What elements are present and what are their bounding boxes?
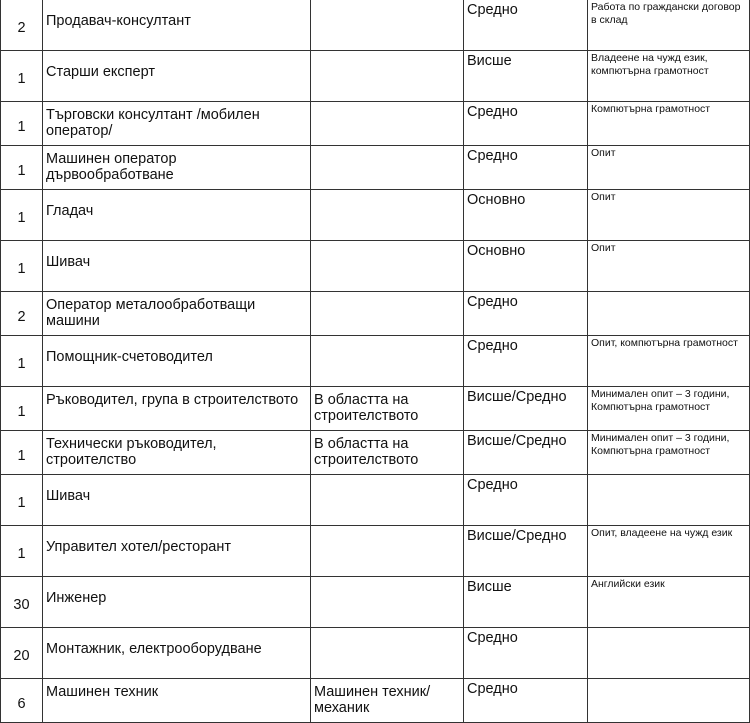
position-cell: Технически ръководител, строителство bbox=[42, 430, 311, 475]
requirements-cell: Минимален опит – 3 години, Компютърна гр… bbox=[587, 386, 750, 431]
count-cell: 30 bbox=[0, 576, 43, 628]
count-cell: 2 bbox=[0, 291, 43, 336]
education-cell: Средно bbox=[463, 335, 588, 387]
table-row: 1 Търговски консултант /мобилен оператор/… bbox=[0, 101, 750, 146]
education-cell: Висше/Средно bbox=[463, 386, 588, 431]
requirements-cell bbox=[587, 627, 750, 679]
position-cell: Шивач bbox=[42, 474, 311, 526]
position-cell: Помощник-счетоводител bbox=[42, 335, 311, 387]
education-cell: Средно bbox=[463, 291, 588, 336]
position-cell: Старши експерт bbox=[42, 50, 311, 102]
count-cell: 1 bbox=[0, 101, 43, 146]
requirements-cell: Владеене на чужд език, компютърна грамот… bbox=[587, 50, 750, 102]
count-cell: 1 bbox=[0, 386, 43, 431]
specialty-cell: В областта на строителството bbox=[310, 430, 464, 475]
requirements-cell: Компютърна грамотност bbox=[587, 101, 750, 146]
requirements-cell: Минимален опит – 3 години, Компютърна гр… bbox=[587, 430, 750, 475]
education-cell: Основно bbox=[463, 240, 588, 292]
specialty-cell bbox=[310, 291, 464, 336]
requirements-cell: Опит bbox=[587, 189, 750, 241]
specialty-cell bbox=[310, 101, 464, 146]
count-cell: 1 bbox=[0, 240, 43, 292]
count-cell: 1 bbox=[0, 145, 43, 190]
education-cell: Средно bbox=[463, 627, 588, 679]
position-cell: Търговски консултант /мобилен оператор/ bbox=[42, 101, 311, 146]
table-row: 1 Управител хотел/ресторант Висше/Средно Оп… bbox=[0, 525, 750, 577]
education-cell: Висше bbox=[463, 576, 588, 628]
table-row: 2 Оператор металообработващи машини Средно bbox=[0, 291, 750, 336]
requirements-cell: Английски език bbox=[587, 576, 750, 628]
specialty-cell bbox=[310, 474, 464, 526]
education-cell: Средно bbox=[463, 678, 588, 723]
position-cell: Управител хотел/ресторант bbox=[42, 525, 311, 577]
requirements-cell: Опит bbox=[587, 240, 750, 292]
count-cell: 20 bbox=[0, 627, 43, 679]
position-cell: Машинен оператор дървообработване bbox=[42, 145, 311, 190]
education-cell: Висше/Средно bbox=[463, 430, 588, 475]
education-cell: Основно bbox=[463, 189, 588, 241]
position-cell: Монтажник, електрооборудване bbox=[42, 627, 311, 679]
education-cell: Средно bbox=[463, 101, 588, 146]
count-cell: 1 bbox=[0, 335, 43, 387]
education-cell: Висше bbox=[463, 50, 588, 102]
count-cell: 6 bbox=[0, 678, 43, 723]
count-cell: 1 bbox=[0, 474, 43, 526]
requirements-cell bbox=[587, 678, 750, 723]
requirements-cell: Опит, компютърна грамотност bbox=[587, 335, 750, 387]
position-cell: Гладач bbox=[42, 189, 311, 241]
education-cell: Средно bbox=[463, 0, 588, 51]
count-cell: 1 bbox=[0, 189, 43, 241]
education-cell: Средно bbox=[463, 145, 588, 190]
position-cell: Ръководител, група в строителството bbox=[42, 386, 311, 431]
position-cell: Машинен техник bbox=[42, 678, 311, 723]
table-row: 1 Старши експерт Висше Владеене на чужд ези… bbox=[0, 50, 750, 102]
table-row: 1 Шивач Средно bbox=[0, 474, 750, 526]
count-cell: 1 bbox=[0, 50, 43, 102]
table-row: 1 Машинен оператор дървообработване Средно… bbox=[0, 145, 750, 190]
specialty-cell bbox=[310, 240, 464, 292]
specialty-cell bbox=[310, 335, 464, 387]
education-cell: Висше/Средно bbox=[463, 525, 588, 577]
requirements-cell bbox=[587, 474, 750, 526]
position-cell: Оператор металообработващи машини bbox=[42, 291, 311, 336]
position-cell: Продавач-консултант bbox=[42, 0, 311, 51]
specialty-cell: Машинен техник/механик bbox=[310, 678, 464, 723]
specialty-cell bbox=[310, 189, 464, 241]
specialty-cell bbox=[310, 0, 464, 51]
requirements-cell: Опит bbox=[587, 145, 750, 190]
education-cell: Средно bbox=[463, 474, 588, 526]
position-cell: Инженер bbox=[42, 576, 311, 628]
requirements-cell: Опит, владеене на чужд език bbox=[587, 525, 750, 577]
requirements-cell: Работа по граждански договор в склад bbox=[587, 0, 750, 51]
specialty-cell: В областта на строителството bbox=[310, 386, 464, 431]
table-row: 30 Инженер Висше Английски език bbox=[0, 576, 750, 628]
table-row: 1 Технически ръководител, строителство В о… bbox=[0, 430, 750, 475]
table-row: 1 Гладач Основно Опит bbox=[0, 189, 750, 241]
position-cell: Шивач bbox=[42, 240, 311, 292]
table-row: 1 Ръководител, група в строителството В об… bbox=[0, 386, 750, 431]
count-cell: 1 bbox=[0, 430, 43, 475]
table-row: 1 Помощник-счетоводител Средно Опит, компют… bbox=[0, 335, 750, 387]
specialty-cell bbox=[310, 576, 464, 628]
table-row: 6 Машинен техник Машинен техник/механик Сре… bbox=[0, 678, 750, 723]
count-cell: 1 bbox=[0, 525, 43, 577]
specialty-cell bbox=[310, 145, 464, 190]
requirements-cell bbox=[587, 291, 750, 336]
table-row: 20 Монтажник, електрооборудване Средно bbox=[0, 627, 750, 679]
specialty-cell bbox=[310, 525, 464, 577]
table-row: 2 Продавач-консултант Средно Работа по граж… bbox=[0, 0, 750, 51]
table-row: 1 Шивач Основно Опит bbox=[0, 240, 750, 292]
count-cell: 2 bbox=[0, 0, 43, 51]
specialty-cell bbox=[310, 50, 464, 102]
specialty-cell bbox=[310, 627, 464, 679]
